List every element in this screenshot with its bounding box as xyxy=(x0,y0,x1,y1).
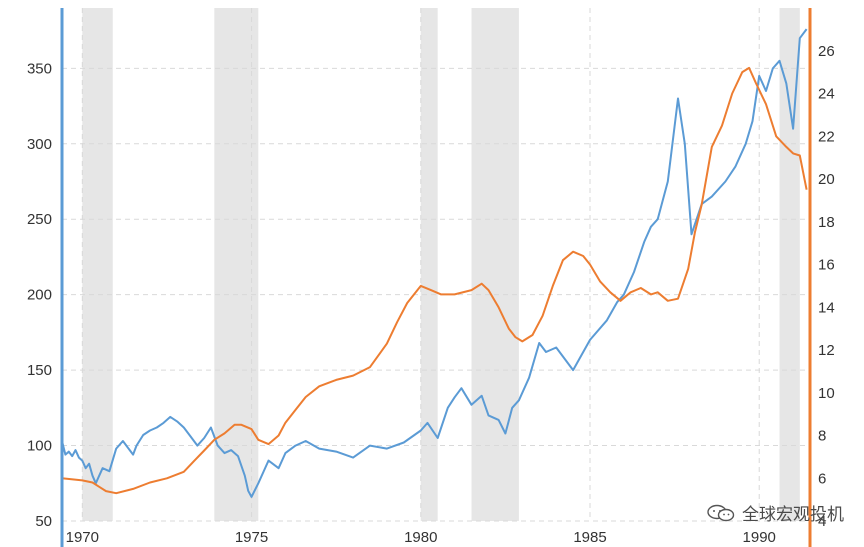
x-tick-1990: 1990 xyxy=(743,529,776,546)
right-tick-4: 4 xyxy=(818,513,826,530)
recession-band-4 xyxy=(471,8,519,521)
right-tick-16: 16 xyxy=(818,257,835,274)
watermark: 全球宏观投机 xyxy=(706,500,844,525)
left-tick-100: 100 xyxy=(27,438,52,455)
recession-band-5 xyxy=(779,8,800,521)
orange-series xyxy=(61,66,808,495)
recession-band-1 xyxy=(82,8,113,521)
blue-series xyxy=(61,28,808,498)
right-tick-20: 20 xyxy=(818,171,835,188)
left-tick-350: 350 xyxy=(27,60,52,77)
axes xyxy=(60,8,812,547)
left-tick-150: 150 xyxy=(27,362,52,379)
right-tick-18: 18 xyxy=(818,214,835,231)
x-tick-1980: 1980 xyxy=(404,529,437,546)
left-tick-50: 50 xyxy=(35,513,52,530)
left-tick-300: 300 xyxy=(27,136,52,153)
left-tick-250: 250 xyxy=(27,211,52,228)
x-tick-1975: 1975 xyxy=(235,529,268,546)
right-tick-22: 22 xyxy=(818,128,835,145)
right-tick-26: 26 xyxy=(818,43,835,60)
tick-labels: 50 100 150 200 250 300 350 4 6 8 10 12 14 16 18 20 22 24 2… xyxy=(27,43,835,546)
right-tick-12: 12 xyxy=(818,342,835,359)
watermark-text: 全球宏观投机 xyxy=(742,505,844,524)
right-tick-8: 8 xyxy=(818,428,826,445)
right-tick-10: 10 xyxy=(818,385,835,402)
right-tick-6: 6 xyxy=(818,470,826,487)
series-lines xyxy=(61,28,808,498)
right-tick-14: 14 xyxy=(818,299,835,316)
right-tick-24: 24 xyxy=(818,86,835,103)
recession-band-3 xyxy=(420,8,438,521)
wechat-icon xyxy=(707,504,735,521)
recession-bands xyxy=(82,8,800,521)
x-tick-1970: 1970 xyxy=(66,529,99,546)
x-tick-1985: 1985 xyxy=(573,529,606,546)
left-tick-200: 200 xyxy=(27,287,52,304)
